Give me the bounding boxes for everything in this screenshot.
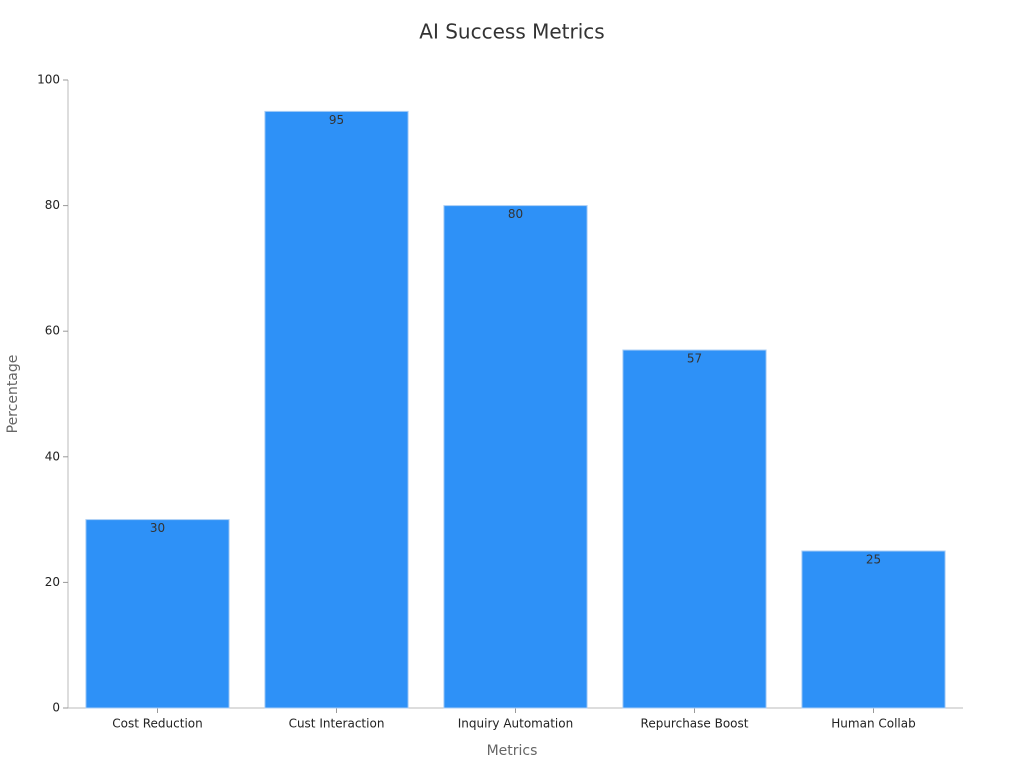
- bar: [801, 550, 946, 709]
- x-tick-label: Cost Reduction: [112, 717, 202, 731]
- y-tick-label: 100: [37, 73, 60, 87]
- y-tick-label: 60: [45, 324, 60, 338]
- bar: [264, 110, 409, 709]
- x-tick-label: Inquiry Automation: [458, 717, 573, 731]
- chart-title: AI Success Metrics: [419, 20, 604, 44]
- y-tick-label: 80: [45, 198, 60, 212]
- x-tick-label: Repurchase Boost: [641, 717, 749, 731]
- y-tick-label: 40: [45, 449, 60, 463]
- data-label: 80: [508, 207, 523, 221]
- bar: [622, 349, 767, 709]
- data-label: 95: [329, 113, 344, 127]
- data-label: 25: [866, 553, 881, 567]
- y-tick-label: 20: [45, 575, 60, 589]
- bar: [443, 205, 588, 709]
- x-tick-label: Human Collab: [831, 717, 915, 731]
- y-tick-label: 0: [52, 701, 60, 715]
- data-label: 57: [687, 352, 702, 366]
- x-tick-label: Cust Interaction: [289, 717, 385, 731]
- data-label: 30: [150, 521, 165, 535]
- bar: [85, 519, 230, 709]
- y-axis-label: Percentage: [5, 355, 21, 434]
- x-axis-label: Metrics: [487, 743, 538, 759]
